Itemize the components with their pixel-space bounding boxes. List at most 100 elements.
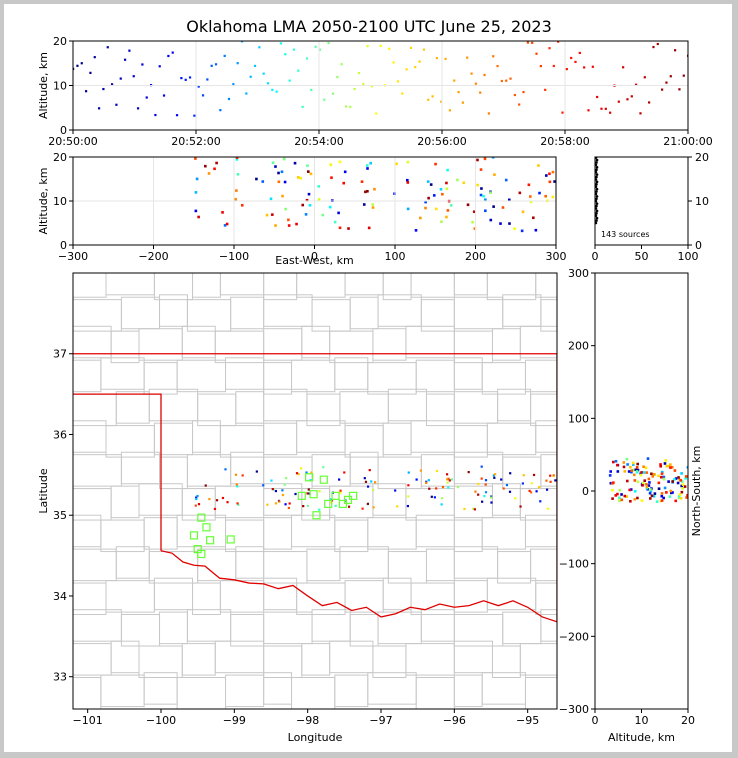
source-point <box>406 504 410 508</box>
source-point <box>476 158 479 162</box>
source-point <box>526 41 529 44</box>
source-point <box>371 206 375 209</box>
source-point <box>653 492 657 495</box>
source-point <box>647 484 651 487</box>
source-point <box>663 486 667 490</box>
source-point <box>305 198 309 202</box>
lon-tick-label: −100 <box>146 714 176 727</box>
source-point <box>538 486 541 489</box>
source-point <box>636 462 639 466</box>
source-point <box>492 205 495 208</box>
county-cell <box>367 517 417 550</box>
alt-tick-label: 20 <box>695 151 709 164</box>
source-point <box>342 181 346 185</box>
source-point <box>509 472 512 475</box>
county-cell <box>73 454 122 487</box>
source-point <box>329 498 332 501</box>
source-point <box>433 496 436 499</box>
source-point <box>441 192 444 196</box>
count-point <box>595 214 598 218</box>
source-point <box>194 209 198 213</box>
source-point <box>629 465 632 469</box>
county-cell <box>311 454 351 487</box>
ew-tick-label: 200 <box>465 250 486 263</box>
source-point <box>93 56 96 59</box>
source-point <box>196 494 199 498</box>
source-point <box>262 72 265 75</box>
source-point <box>440 503 443 506</box>
source-point <box>625 495 629 498</box>
time-altitude-points <box>73 41 688 117</box>
source-point <box>409 46 413 49</box>
source-point <box>253 64 257 68</box>
count-point <box>595 185 598 188</box>
source-point <box>539 64 542 68</box>
source-point <box>545 479 548 482</box>
source-point <box>274 502 278 505</box>
source-point <box>659 475 663 479</box>
source-point <box>370 480 373 483</box>
source-point <box>587 109 590 112</box>
county-cell <box>110 485 140 519</box>
source-point <box>280 170 284 174</box>
source-point <box>221 211 224 214</box>
source-point <box>430 495 433 498</box>
station-marker <box>349 491 358 500</box>
county-cell <box>115 391 150 424</box>
source-point <box>277 171 280 175</box>
county-cell <box>235 391 265 424</box>
source-point <box>271 88 274 91</box>
source-point <box>518 191 522 195</box>
source-point <box>494 473 497 476</box>
axis-text: 20:50:00 20:52:00 20:54:00 20:56:00 20:58:00… <box>37 35 713 744</box>
time-tick-label: 20:54:00 <box>294 135 343 148</box>
source-point <box>570 56 573 60</box>
station-marker <box>226 535 235 544</box>
source-point <box>677 477 681 481</box>
county-cell <box>519 325 557 359</box>
source-point <box>628 488 631 492</box>
source-point <box>484 198 487 202</box>
source-point <box>136 107 140 110</box>
source-point <box>544 88 547 91</box>
source-point <box>281 489 284 492</box>
source-point <box>102 87 105 91</box>
county-cell <box>540 454 557 487</box>
source-point <box>317 198 321 201</box>
source-point <box>549 474 552 477</box>
county-cell <box>491 328 521 361</box>
source-point <box>674 499 678 503</box>
count-point <box>595 166 599 169</box>
count-point <box>595 221 598 225</box>
source-point <box>473 227 477 230</box>
source-point <box>645 471 649 474</box>
station-marker <box>309 490 318 499</box>
source-point <box>466 56 469 59</box>
source-point <box>343 471 346 474</box>
source-point <box>158 65 161 68</box>
source-point <box>565 68 568 71</box>
source-point <box>644 466 648 470</box>
county-cell <box>73 677 102 709</box>
source-point <box>310 471 313 474</box>
source-point <box>445 187 449 191</box>
source-point <box>327 41 330 45</box>
count-point <box>595 168 598 172</box>
county-cell <box>153 422 194 456</box>
source-point <box>553 180 556 183</box>
source-point <box>493 173 496 176</box>
source-point <box>667 480 670 483</box>
source-point <box>445 478 449 481</box>
source-point <box>97 107 101 110</box>
source-point <box>167 54 170 58</box>
source-point <box>685 496 688 499</box>
county-cell <box>372 328 407 361</box>
source-point <box>340 63 343 66</box>
source-point <box>214 63 218 66</box>
source-point <box>274 165 277 168</box>
county-cell <box>225 674 265 708</box>
source-point <box>549 480 552 483</box>
alt-tick-label: 0 <box>695 239 702 252</box>
county-cell <box>291 359 336 393</box>
source-point <box>629 499 632 503</box>
